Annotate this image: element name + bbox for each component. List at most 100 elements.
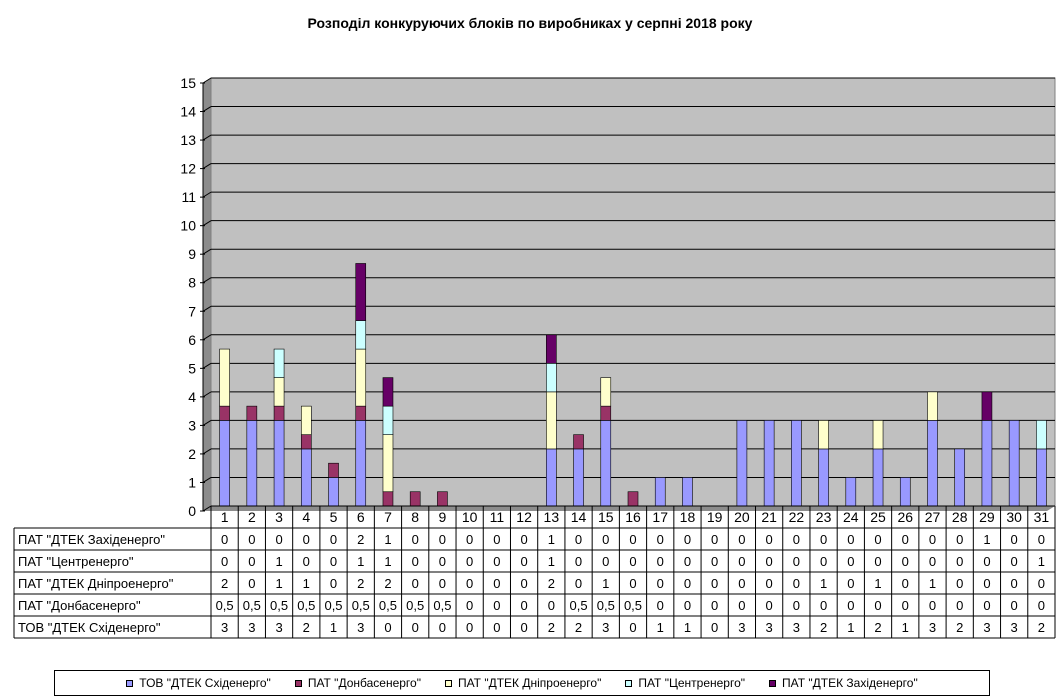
table-cell: 1 (384, 554, 391, 569)
bar-segment (328, 477, 339, 507)
table-cell: 0 (248, 532, 255, 547)
bar-segment (818, 420, 829, 450)
table-row-label: ПАТ "ДТЕК Дніпроенерго" (18, 576, 174, 591)
bar-segment (546, 391, 557, 450)
table-cell: 0 (847, 554, 854, 569)
table-cell: 0,5 (570, 598, 588, 613)
y-tick-label: 15 (180, 75, 196, 91)
table-cell: 0 (493, 532, 500, 547)
gridline-depth (202, 191, 212, 198)
table-cell: 0 (956, 598, 963, 613)
table-cell: 1 (902, 620, 909, 635)
table-cell: 0 (1038, 598, 1045, 613)
table-cell: 0 (657, 576, 664, 591)
gridline-depth (202, 305, 212, 312)
bar-segment (355, 320, 367, 350)
bar-segment (273, 405, 285, 421)
bar-segment (382, 377, 394, 407)
legend-label: ТОВ "ДТЕК Східенерго" (139, 676, 271, 690)
bar-segment (682, 477, 693, 507)
x-tick-label: 25 (870, 509, 886, 525)
bar-segment (600, 405, 612, 421)
table-cell: 0 (793, 554, 800, 569)
table-cell: 3 (221, 620, 228, 635)
table-cell: 0 (684, 598, 691, 613)
table-cell: 1 (357, 554, 364, 569)
x-tick-label: 14 (571, 509, 587, 525)
table-cell: 0 (874, 532, 881, 547)
y-tick-label: 14 (180, 104, 196, 120)
table-cell: 0 (412, 532, 419, 547)
table-cell: 3 (602, 620, 609, 635)
table-cell: 1 (330, 620, 337, 635)
bar-segment (300, 434, 312, 450)
table-cell: 3 (275, 620, 282, 635)
table-cell: 0 (221, 554, 228, 569)
x-tick-label: 2 (248, 509, 256, 525)
table-cell: 0 (412, 620, 419, 635)
plot-area (210, 77, 1056, 507)
bar-segment (219, 348, 230, 407)
bar-segment (927, 391, 938, 421)
plot-floor (203, 506, 1055, 511)
legend-swatch (769, 679, 777, 687)
table-cell: 0 (1038, 576, 1045, 591)
bar-segment (219, 405, 230, 421)
table-cell: 0 (847, 576, 854, 591)
table-cell: 0 (902, 598, 909, 613)
y-tick-label: 9 (188, 246, 196, 262)
bar-segment (818, 448, 829, 507)
table-cell: 0,5 (270, 598, 288, 613)
table-cell: 3 (793, 620, 800, 635)
y-tick-label: 11 (181, 189, 196, 205)
bar-segment (872, 420, 884, 450)
table-cell: 1 (384, 532, 391, 547)
gridline-depth (202, 505, 212, 512)
table-cell: 0 (983, 598, 990, 613)
table-cell: 0 (766, 532, 773, 547)
x-tick-label: 5 (330, 509, 338, 525)
x-tick-label: 10 (462, 509, 478, 525)
bar-segment (981, 420, 993, 507)
bar-segment (273, 348, 285, 378)
bar-segment (600, 420, 612, 507)
y-tick-label: 8 (188, 275, 196, 291)
legend-swatch (444, 679, 452, 687)
table-cell: 0 (629, 532, 636, 547)
y-tick-label: 3 (188, 417, 196, 433)
table-cell: 0 (303, 554, 310, 569)
table-cell: 0 (738, 598, 745, 613)
table-cell: 1 (929, 576, 936, 591)
table-cell: 0 (412, 576, 419, 591)
table-cell: 0 (956, 576, 963, 591)
table-cell: 0,5 (324, 598, 342, 613)
table-cell: 0 (248, 576, 255, 591)
table-cell: 2 (384, 576, 391, 591)
x-tick-label: 22 (789, 509, 805, 525)
table-row-label: ПАТ "Донбасенерго" (18, 598, 141, 613)
table-cell: 0 (520, 532, 527, 547)
table-cell: 2 (303, 620, 310, 635)
table-cell: 0 (575, 576, 582, 591)
gridline-depth (202, 391, 212, 398)
x-tick-label: 24 (843, 509, 859, 525)
bar-segment (409, 491, 421, 507)
bar-segment (791, 420, 802, 507)
y-tick-label: 5 (188, 360, 196, 376)
table-cell: 3 (766, 620, 773, 635)
bar-segment (355, 420, 367, 507)
table-cell: 0 (439, 576, 446, 591)
table-cell: 2 (357, 576, 364, 591)
table-cell: 0 (412, 554, 419, 569)
table-cell: 0 (820, 598, 827, 613)
table-cell: 3 (357, 620, 364, 635)
bar-segment (899, 477, 911, 507)
table-cell: 0 (520, 620, 527, 635)
table-cell: 3 (248, 620, 255, 635)
x-tick-label: 4 (302, 509, 310, 525)
table-cell: 0 (766, 576, 773, 591)
bar-segment (382, 405, 394, 435)
gridline-depth (202, 334, 212, 341)
legend: ТОВ "ДТЕК Східенерго" ПАТ "Донбасенерго" П… (54, 670, 990, 696)
y-tick-label: 13 (180, 132, 196, 148)
